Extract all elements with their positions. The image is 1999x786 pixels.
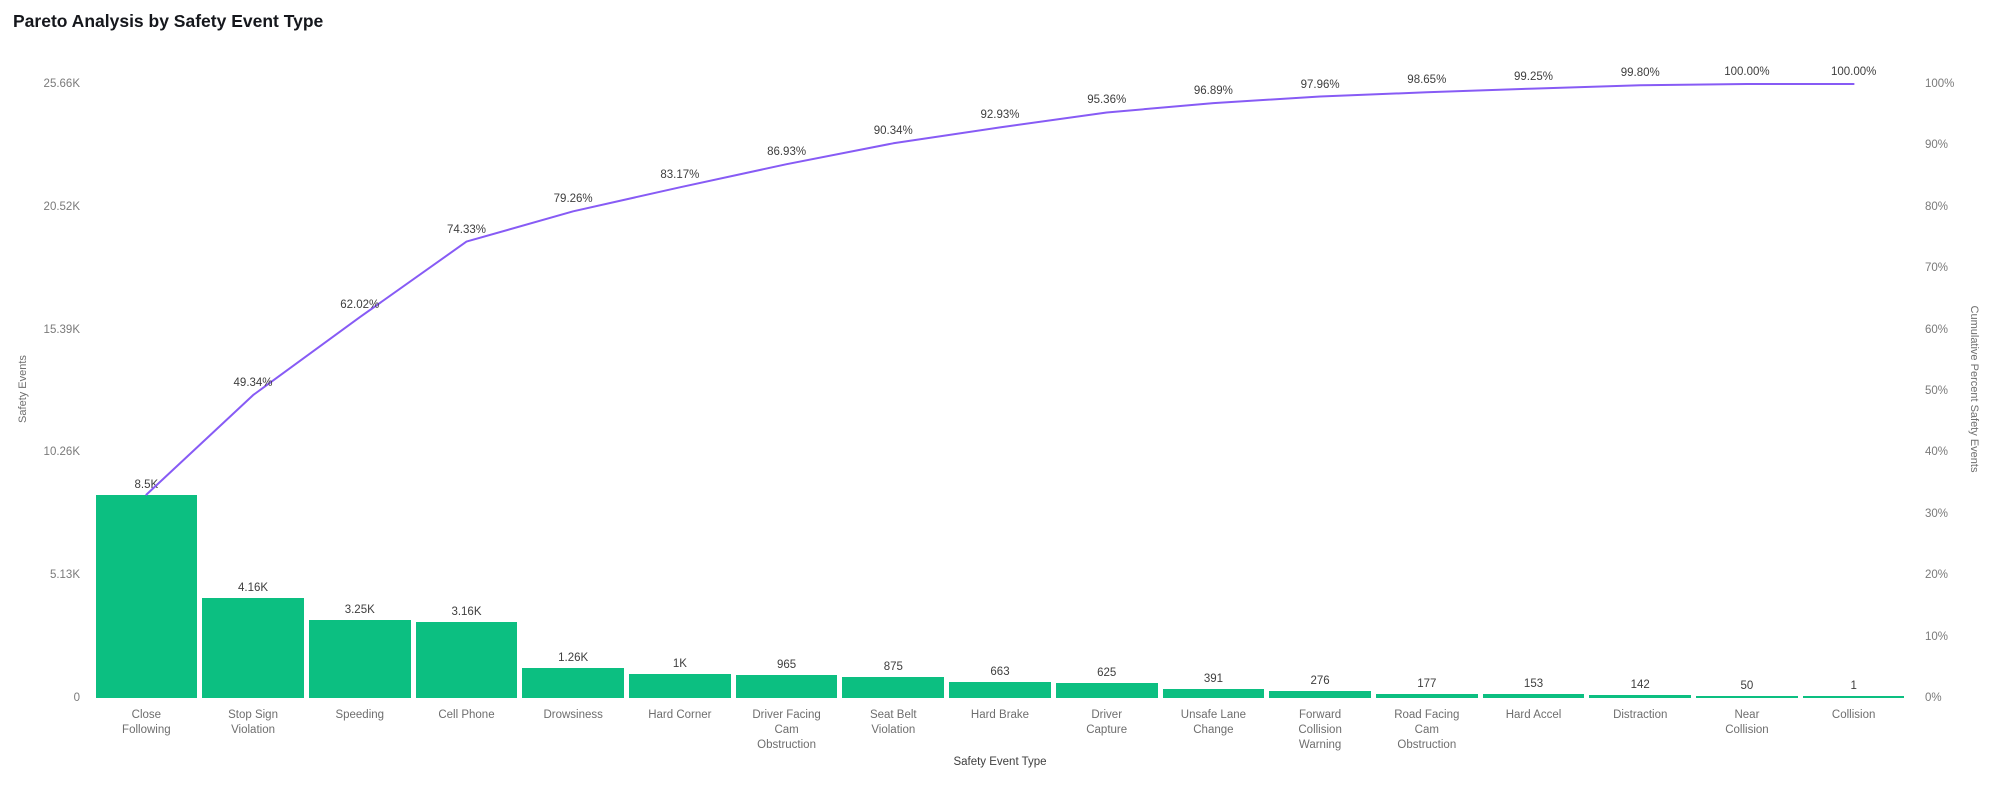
bar-driver-capture[interactable] [1055,683,1158,698]
x-category-label: Stop Sign Violation [228,709,278,736]
bar-value-label: 663 [990,666,1010,679]
bar-value-label: 875 [883,661,903,674]
cumulative-pct-label: 98.65% [1407,74,1447,87]
y-right-tick-label: 0% [1925,692,1942,704]
bar-value-label: 3.25K [344,604,375,617]
cumulative-pct-label: 99.25% [1514,70,1554,83]
bar-hard-brake[interactable] [949,682,1051,698]
y-right-tick-label: 70% [1925,262,1949,275]
bar-value-label: 3.16K [451,606,482,619]
bar-value-label: 8.5K [134,478,159,491]
bar-stop-sign-violation[interactable] [202,598,304,698]
x-category-label: Speeding [335,709,385,721]
y-right-tick-label: 20% [1925,569,1949,582]
bar-collision[interactable] [1802,696,1905,698]
x-category-label: Close Following [122,709,171,736]
bar-value-label: 1 [1850,680,1857,692]
y-right-tick-label: 90% [1925,139,1949,152]
cumulative-pct-label: 100.00% [1724,66,1770,78]
cumulative-pct-label: 92.93% [980,109,1020,122]
bar-hard-corner[interactable] [629,674,731,698]
y-right-tick-label: 100% [1925,78,1955,90]
x-category-label: Road Facing Cam Obstruction [1394,709,1460,751]
x-category-label: Near Collision [1725,709,1769,736]
bar-cell-phone[interactable] [415,622,518,698]
chart-title: Pareto Analysis by Safety Event Type [13,11,324,31]
x-category-label: Collision [1831,709,1876,721]
x-category-label: Forward Collision Warning [1298,709,1342,751]
bar-forward-collision-warning[interactable] [1269,691,1371,698]
y-right-tick-label: 80% [1925,200,1949,213]
bar-close-following[interactable] [95,494,198,698]
cumulative-pct-label: 62.02% [340,299,380,312]
y-right-tick-label: 30% [1925,507,1949,520]
y-left-tick-label: 25.66K [43,78,80,90]
bar-value-label: 4.16K [238,582,269,595]
y-left-tick-label: 15.39K [43,323,80,336]
bar-unsafe-lane-change[interactable] [1162,688,1265,698]
bar-value-label: 177 [1417,677,1437,690]
x-category-label: Driver Capture [1086,709,1128,736]
y-left-tick-label: 20.52K [43,200,80,213]
x-category-label: Seat Belt Violation [869,709,917,736]
cumulative-pct-label: 96.89% [1193,85,1233,98]
bar-value-label: 142 [1630,678,1650,691]
y-left-tick-label: 10.26K [43,446,80,459]
cumulative-pct-label: 95.36% [1087,94,1127,107]
bar-value-label: 1K [672,658,687,671]
y-right-tick-label: 10% [1925,630,1949,643]
x-category-label: Distraction [1613,709,1668,721]
bar-value-label: 965 [776,658,797,671]
bar-value-label: 625 [1097,667,1117,680]
x-category-label: Hard Corner [648,709,712,721]
cumulative-pct-label: 83.17% [660,169,700,182]
x-category-label: Cell Phone [438,709,495,721]
cumulative-pct-label: 99.80% [1620,67,1660,80]
bar-distraction[interactable] [1589,694,1692,698]
bar-value-label: 391 [1203,672,1223,685]
y-left-tick-label: 0 [73,692,80,704]
x-category-label: Hard Accel [1505,709,1562,721]
cumulative-pct-label: 86.93% [767,146,807,159]
x-category-label: Hard Brake [970,709,1030,721]
x-category-label: Unsafe Lane Change [1180,709,1247,736]
cumulative-pct-label: 79.26% [553,193,593,206]
bar-value-label: 50 [1740,680,1754,692]
bar-value-label: 1.26K [558,651,589,664]
x-category-label: Drowsiness [543,709,603,721]
y-right-tick-label: 50% [1925,385,1949,397]
cumulative-pct-label: 90.34% [873,125,913,138]
cumulative-line[interactable] [145,83,1855,496]
bar-hard-accel[interactable] [1482,694,1585,698]
bar-value-label: 153 [1523,678,1544,691]
bar-value-label: 276 [1310,675,1330,688]
y-right-tick-label: 40% [1925,446,1949,459]
bar-drowsiness[interactable] [522,667,625,698]
y-left-tick-label: 5.13K [49,569,80,582]
bar-seat-belt-violation[interactable] [842,677,945,698]
cumulative-pct-label: 49.34% [233,377,273,390]
x-axis-title: Safety Event Type [953,756,1047,768]
cumulative-pct-label: 100.00% [1830,66,1877,78]
bar-near-collision[interactable] [1696,696,1798,698]
bar-driver-facing-cam-obstruction[interactable] [735,674,838,698]
cumulative-pct-label: 74.33% [446,223,486,236]
bar-road-facing-cam-obstruction[interactable] [1375,693,1478,698]
x-category-label: Driver Facing Cam Obstruction [752,709,821,751]
bar-speeding[interactable] [308,620,411,698]
cumulative-pct-label: 97.96% [1300,78,1340,91]
y-right-tick-label: 60% [1925,323,1949,336]
